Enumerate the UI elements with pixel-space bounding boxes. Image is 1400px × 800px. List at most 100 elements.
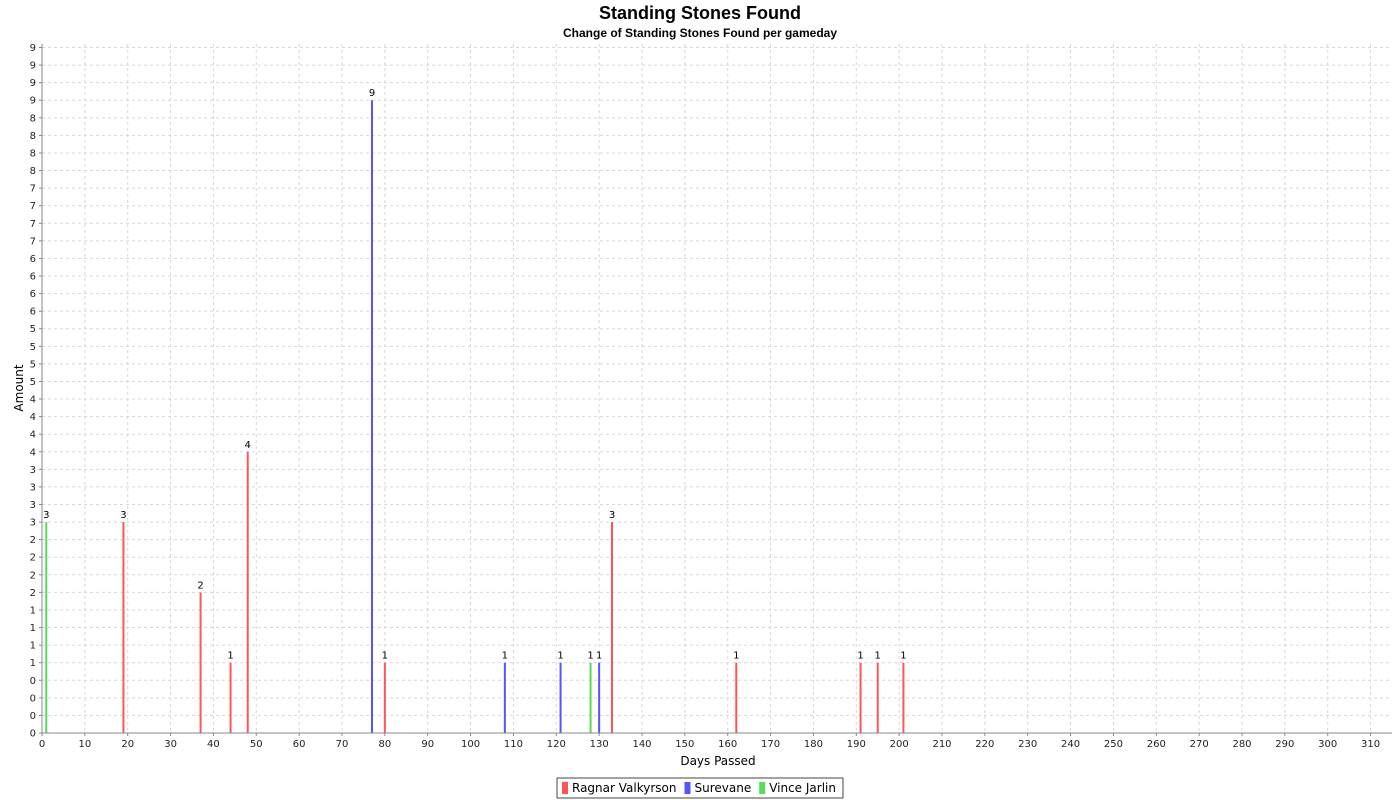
y-tick-label: 5 bbox=[30, 359, 36, 370]
legend-label: Vince Jarlin bbox=[769, 781, 836, 795]
x-tick-label: 170 bbox=[761, 739, 780, 750]
bar bbox=[859, 662, 862, 733]
y-tick-label: 1 bbox=[30, 641, 36, 652]
y-tick-label: 9 bbox=[30, 96, 36, 107]
bar bbox=[503, 662, 506, 733]
y-tick-label: 6 bbox=[30, 272, 36, 283]
y-tick-label: 2 bbox=[30, 570, 36, 581]
x-tick-label: 310 bbox=[1361, 739, 1380, 750]
data-label: 1 bbox=[900, 651, 906, 662]
y-tick-label: 4 bbox=[30, 430, 36, 441]
x-tick-label: 110 bbox=[504, 739, 523, 750]
x-tick-label: 220 bbox=[975, 739, 994, 750]
x-tick-label: 50 bbox=[250, 739, 263, 750]
x-tick-label: 230 bbox=[1018, 739, 1037, 750]
data-label: 1 bbox=[596, 651, 602, 662]
bar bbox=[229, 662, 232, 733]
bar bbox=[598, 662, 601, 733]
y-tick-label: 5 bbox=[30, 342, 36, 353]
data-label: 1 bbox=[227, 651, 233, 662]
legend-swatch bbox=[759, 782, 766, 794]
bar bbox=[122, 522, 125, 733]
y-tick-label: 1 bbox=[30, 605, 36, 616]
x-tick-label: 190 bbox=[847, 739, 866, 750]
bar bbox=[902, 662, 905, 733]
y-tick-label: 7 bbox=[30, 184, 36, 195]
bar bbox=[876, 662, 879, 733]
y-tick-label: 2 bbox=[30, 553, 36, 564]
x-tick-label: 150 bbox=[675, 739, 694, 750]
y-tick-label: 0 bbox=[30, 693, 36, 704]
x-tick-label: 270 bbox=[1190, 739, 1209, 750]
x-tick-label: 20 bbox=[121, 739, 134, 750]
y-tick-label: 2 bbox=[30, 535, 36, 546]
y-tick-label: 0 bbox=[30, 711, 36, 722]
data-label: 1 bbox=[502, 651, 508, 662]
x-tick-label: 240 bbox=[1061, 739, 1080, 750]
x-tick-label: 280 bbox=[1232, 739, 1251, 750]
y-tick-label: 0 bbox=[30, 729, 36, 740]
y-tick-label: 9 bbox=[30, 78, 36, 89]
x-tick-label: 210 bbox=[932, 739, 951, 750]
y-tick-label: 3 bbox=[30, 518, 36, 529]
bar bbox=[246, 451, 249, 733]
bar bbox=[589, 662, 592, 733]
data-label: 3 bbox=[120, 510, 126, 521]
data-label: 1 bbox=[557, 651, 563, 662]
bar bbox=[735, 662, 738, 733]
x-tick-label: 40 bbox=[207, 739, 220, 750]
chart-title: Standing Stones Found bbox=[599, 3, 801, 23]
y-tick-label: 8 bbox=[30, 131, 36, 142]
data-label: 4 bbox=[245, 440, 251, 451]
data-label: 1 bbox=[857, 651, 863, 662]
y-tick-label: 1 bbox=[30, 658, 36, 669]
x-tick-label: 30 bbox=[164, 739, 177, 750]
bar bbox=[611, 522, 613, 733]
x-tick-label: 160 bbox=[718, 739, 737, 750]
series-surevane: 9 1 1 1 bbox=[369, 88, 602, 734]
y-tick-label: 8 bbox=[30, 148, 36, 159]
bar bbox=[383, 662, 386, 733]
legend-label: Surevane bbox=[694, 781, 751, 795]
y-tick-label: 9 bbox=[30, 43, 36, 54]
plot-area: 0000111122223333444455556666777788889999… bbox=[30, 43, 1392, 750]
bar bbox=[45, 522, 48, 733]
x-tick-label: 130 bbox=[590, 739, 609, 750]
y-tick-label: 2 bbox=[30, 588, 36, 599]
x-tick-label: 260 bbox=[1147, 739, 1166, 750]
y-tick-label: 4 bbox=[30, 447, 36, 458]
y-tick-label: 4 bbox=[30, 395, 36, 406]
x-tick-label: 100 bbox=[461, 739, 480, 750]
x-tick-label: 70 bbox=[336, 739, 349, 750]
y-tick-label: 8 bbox=[30, 113, 36, 124]
bar bbox=[199, 592, 202, 733]
data-label: 1 bbox=[875, 651, 881, 662]
plot-background bbox=[42, 44, 1392, 733]
legend-box bbox=[556, 777, 844, 799]
y-tick-label: 1 bbox=[30, 623, 36, 634]
y-tick-label: 0 bbox=[30, 676, 36, 687]
y-tick-label: 3 bbox=[30, 500, 36, 511]
y-tick-label: 6 bbox=[30, 307, 36, 318]
y-tick-label: 4 bbox=[30, 412, 36, 423]
x-tick-label: 10 bbox=[78, 739, 91, 750]
x-tick-label: 0 bbox=[39, 739, 45, 750]
data-label: 9 bbox=[369, 88, 375, 99]
x-tick-label: 60 bbox=[293, 739, 306, 750]
y-tick-label: 5 bbox=[30, 324, 36, 335]
x-tick-label: 250 bbox=[1104, 739, 1123, 750]
y-tick-label: 9 bbox=[30, 61, 36, 72]
series-vince-jarlin: 31 bbox=[43, 510, 594, 733]
x-axis-label: Days Passed bbox=[680, 754, 755, 768]
y-tick-label: 6 bbox=[30, 254, 36, 265]
y-tick-label: 3 bbox=[30, 465, 36, 476]
y-axis-label: Amount bbox=[12, 364, 26, 411]
x-tick-label: 180 bbox=[804, 739, 823, 750]
x-tick-label: 90 bbox=[421, 739, 434, 750]
y-tick-label: 7 bbox=[30, 201, 36, 212]
x-tick-label: 200 bbox=[890, 739, 909, 750]
x-tick-label: 300 bbox=[1318, 739, 1337, 750]
y-tick-label: 6 bbox=[30, 289, 36, 300]
y-tick-label: 3 bbox=[30, 482, 36, 493]
